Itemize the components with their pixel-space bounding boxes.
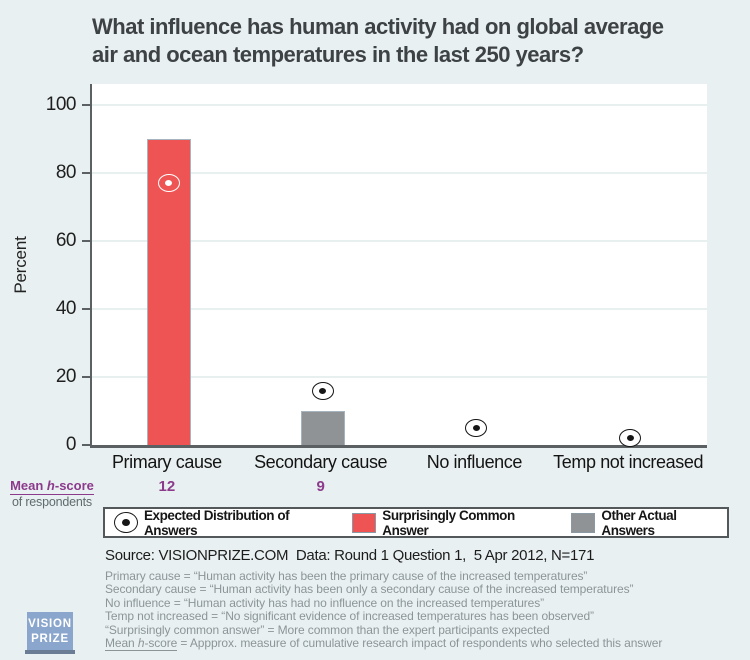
x-category-label-primary-cause: Primary cause: [111, 452, 222, 472]
legend-label: Expected Distribution of Answers: [144, 507, 290, 538]
gridline: [92, 104, 707, 106]
logo-underline: [25, 650, 75, 654]
bar-secondary-cause: [300, 411, 345, 445]
y-axis-tick: [82, 240, 90, 242]
y-axis-tick: [82, 376, 90, 378]
legend-label: Surprisingly Common Answer: [382, 507, 515, 538]
marker-dot: [472, 425, 480, 431]
expected-marker-primary-cause: [157, 174, 180, 193]
logo-line2: PRIZE: [31, 633, 69, 645]
y-axis-tick: [82, 172, 90, 174]
x-category-label-no-influence: No influence: [426, 452, 523, 472]
footnote-line: No influence = “Human activity has had n…: [105, 595, 545, 610]
y-axis-tick: [82, 104, 90, 106]
legend-item-other-actual: Other Actual Answers: [571, 508, 727, 538]
mean-hscore-caption-sub: of respondents: [12, 495, 92, 509]
y-axis-tick: [82, 308, 90, 310]
footnotes: Primary cause = “Human activity has been…: [105, 569, 725, 652]
logo-line1: VISION: [28, 618, 72, 630]
gridline: [92, 240, 707, 242]
gray-square-swatch: [571, 512, 596, 533]
marker-dot: [165, 180, 173, 187]
chart-title: What influence has human activity had on…: [92, 14, 664, 67]
legend-item-expected: Expected Distribution of Answers: [114, 508, 337, 538]
y-axis-tick: [82, 444, 90, 446]
red-square-swatch: [352, 512, 377, 533]
x-category-label-temp-not-increased: Temp not increased: [553, 452, 704, 472]
chart-legend: Expected Distribution of Answers Surpris…: [103, 507, 729, 538]
legend-label: Other Actual Answers: [601, 507, 677, 538]
mean-hscore-value-secondary-cause: 9: [316, 478, 325, 495]
mean-hscore-caption-title: Mean h-score: [10, 478, 94, 495]
visionprize-logo: VISION PRIZE: [27, 612, 73, 650]
footnote-line: “Surprisingly common answer” = More comm…: [105, 622, 550, 637]
y-axis-tick-label: 100: [45, 94, 77, 115]
y-axis-tick-label: 0: [65, 434, 77, 455]
y-axis-title: Percent: [11, 236, 30, 294]
footnote-hscore-line: Mean h-score = Appprox. measure of cumul…: [105, 636, 663, 652]
footnote-line: Primary cause = “Human activity has been…: [105, 569, 588, 583]
mean-hscore-value-primary-cause: 12: [158, 478, 176, 495]
gridline: [92, 172, 707, 174]
y-axis-tick-label: 40: [55, 298, 77, 319]
marker-dot: [319, 387, 327, 394]
circle-dot-marker-icon: [114, 512, 138, 533]
footnote-line: Secondary cause = “Human activity has be…: [105, 582, 634, 597]
expected-marker-secondary-cause: [311, 381, 334, 400]
gridline: [92, 376, 707, 378]
gridline: [92, 308, 707, 310]
y-axis-tick-label: 60: [55, 230, 77, 251]
x-category-label-secondary-cause: Secondary cause: [254, 452, 388, 472]
marker-dot: [626, 435, 634, 442]
expected-marker-no-influence: [465, 419, 488, 437]
mean-hscore-caption: Mean h-score of respondents: [0, 478, 104, 509]
legend-item-surprisingly-common: Surprisingly Common Answer: [352, 508, 556, 538]
y-axis-tick-label: 20: [55, 366, 77, 387]
expected-marker-temp-not-increased: [619, 429, 642, 448]
footnote-line: Temp not increased = “No significant evi…: [105, 609, 594, 624]
source-line: Source: VISIONPRIZE.COM Data: Round 1 Qu…: [105, 547, 595, 564]
plot-area: [90, 84, 707, 448]
y-axis-tick-label: 80: [55, 162, 77, 183]
